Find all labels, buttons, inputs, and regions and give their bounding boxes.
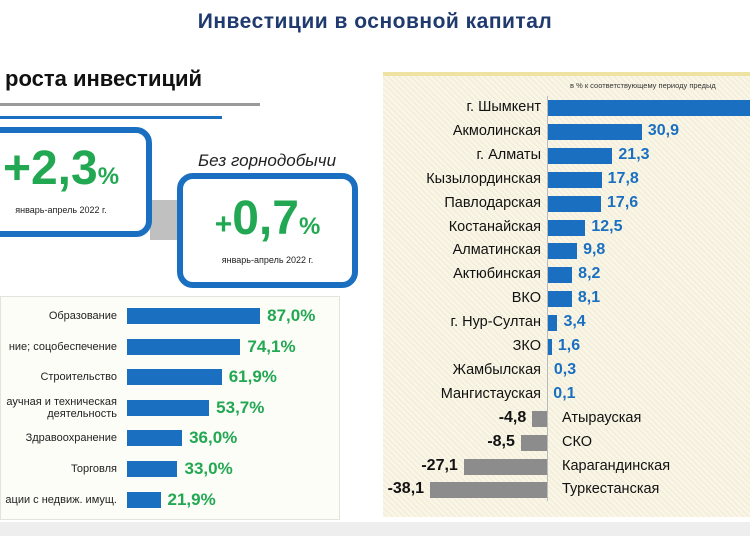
bar bbox=[547, 315, 558, 332]
bar bbox=[547, 147, 613, 164]
bar-label: Строительство bbox=[40, 371, 117, 384]
bar-label: Торговля bbox=[71, 463, 117, 475]
bar-label: Жамбылская bbox=[452, 361, 541, 378]
data-label: 21,3 bbox=[618, 145, 650, 163]
divider-accent bbox=[0, 116, 222, 119]
bar-label: г. Шымкент bbox=[466, 99, 541, 115]
kpi-caption: Без горнодобычи bbox=[198, 151, 337, 170]
bar-label: аучная и техническая деятельность bbox=[6, 395, 117, 420]
bar-label: Атырауская bbox=[562, 409, 642, 426]
bar bbox=[547, 243, 578, 260]
bar-label: Кызылординская bbox=[426, 170, 541, 187]
bar-label: Образование bbox=[48, 310, 117, 322]
bar bbox=[532, 410, 547, 427]
bar-label: Костанайская bbox=[448, 218, 541, 235]
kpi-without-mining: +0,7% январь-апрель 2022 г. bbox=[177, 173, 358, 288]
bar bbox=[127, 491, 161, 508]
data-label: -38,1 bbox=[387, 480, 425, 498]
bar bbox=[520, 434, 547, 451]
bar bbox=[547, 123, 642, 140]
kpi-total: +2,3% январь-апрель 2022 г. bbox=[0, 127, 152, 237]
bar bbox=[127, 461, 178, 477]
data-label: 21,9% bbox=[167, 489, 216, 509]
bar bbox=[547, 339, 552, 355]
bar bbox=[547, 100, 750, 116]
data-label: 12,5 bbox=[591, 217, 623, 235]
bar-label: Акмолинская bbox=[452, 122, 541, 139]
data-label: 33,0% bbox=[184, 459, 233, 478]
data-label: 0,3 bbox=[553, 360, 577, 378]
bar-label: Мангистауская bbox=[440, 385, 541, 402]
data-label: 3,4 bbox=[563, 313, 586, 331]
bar bbox=[127, 399, 210, 416]
bar bbox=[547, 171, 602, 188]
data-label: 61,9% bbox=[228, 367, 277, 387]
kpi-value: +2,3% bbox=[2, 142, 120, 195]
bar-label: Алматинская bbox=[452, 242, 541, 259]
data-label: 36,0% bbox=[189, 428, 238, 448]
bar-label: г. Нур-Султан bbox=[450, 314, 541, 331]
data-label: 1,6 bbox=[557, 337, 581, 354]
kpi-connector bbox=[150, 200, 180, 240]
bar bbox=[127, 369, 222, 386]
bar bbox=[127, 308, 261, 324]
bar-label: ВКО bbox=[511, 290, 541, 307]
bottom-strip bbox=[0, 522, 750, 536]
data-label: 17,6 bbox=[607, 193, 639, 211]
bar bbox=[463, 458, 547, 475]
kpi-value: +0,7% bbox=[214, 192, 321, 245]
bar bbox=[127, 430, 183, 447]
bar bbox=[547, 267, 573, 284]
chart-note: в % к соответствующему периоду предыд bbox=[570, 81, 716, 90]
bar-label: СКО bbox=[562, 433, 593, 450]
data-label: 8,2 bbox=[578, 265, 601, 283]
section-subtitle: роста инвестиций bbox=[5, 66, 203, 91]
axis-line bbox=[547, 96, 548, 501]
bar bbox=[547, 219, 586, 236]
bar bbox=[547, 291, 572, 308]
kpi-period: январь-апрель 2022 г. bbox=[221, 255, 314, 265]
data-label: 17,8 bbox=[607, 169, 639, 187]
data-label: 0,1 bbox=[553, 384, 576, 402]
data-label: 53,7% bbox=[216, 397, 265, 417]
bar-label: ние; соцобеспечение bbox=[8, 340, 117, 353]
bar-label: Карагандинская bbox=[562, 457, 671, 474]
bar-label: ации с недвиж. имущ. bbox=[5, 493, 117, 506]
bar-label: Туркестанская bbox=[562, 481, 660, 498]
bar-label: ЗКО bbox=[512, 338, 541, 354]
page-title: Инвестиции в основной капитал bbox=[197, 10, 553, 33]
bar-label: г. Алматы bbox=[476, 146, 542, 163]
bar bbox=[430, 482, 547, 499]
divider bbox=[0, 103, 260, 106]
data-label: -4,8 bbox=[498, 408, 527, 426]
bar-label: Актюбинская bbox=[453, 266, 541, 283]
kpi-period: январь-апрель 2022 г. bbox=[15, 205, 107, 215]
data-label: -27,1 bbox=[421, 456, 458, 474]
bar-label: Павлодарская bbox=[444, 194, 541, 211]
bar bbox=[547, 195, 602, 212]
data-label: -8,5 bbox=[487, 432, 515, 450]
data-label: 74,1% bbox=[247, 336, 296, 356]
data-label: 87,0% bbox=[267, 306, 316, 325]
data-label: 8,1 bbox=[577, 289, 601, 307]
bar-label: Здравоохранение bbox=[25, 432, 117, 445]
data-label: 9,8 bbox=[583, 241, 606, 259]
data-label: 30,9 bbox=[647, 121, 679, 139]
bar bbox=[127, 338, 241, 355]
